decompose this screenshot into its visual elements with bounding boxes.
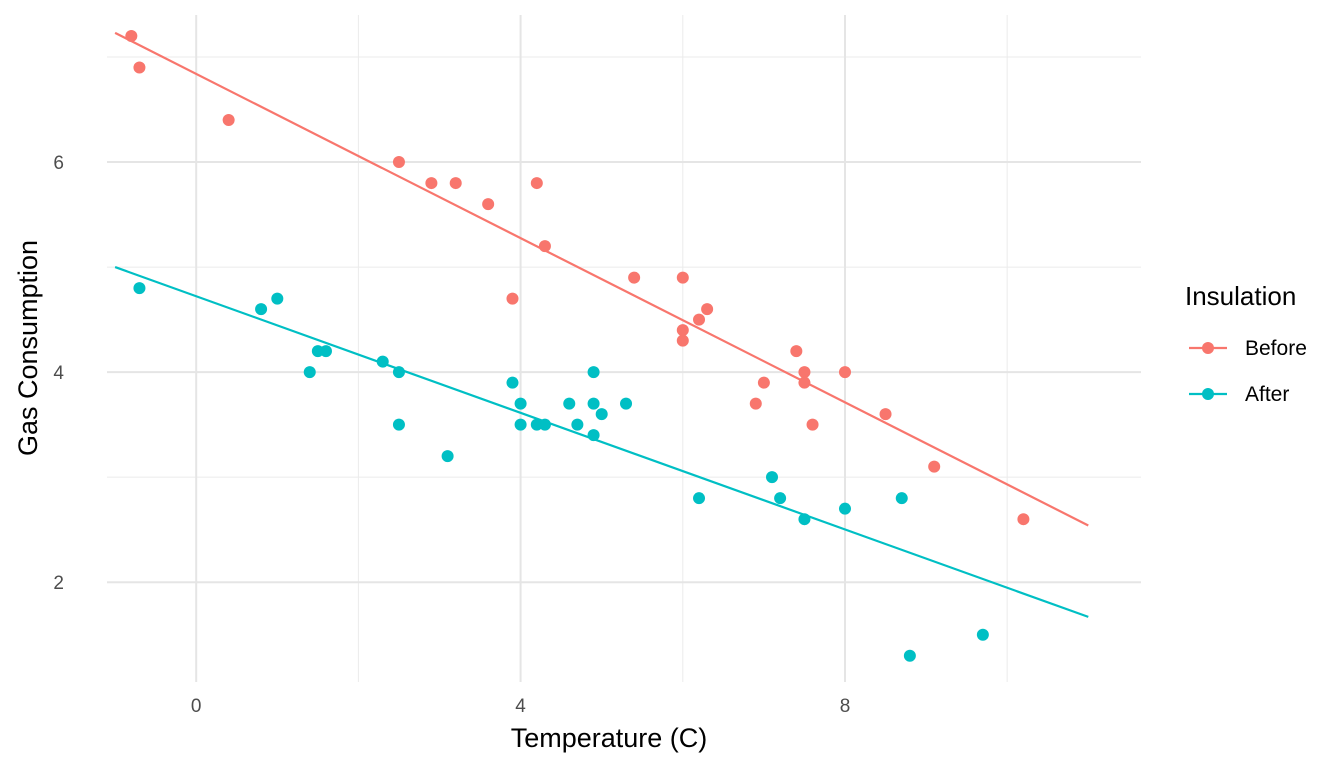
point-after bbox=[133, 282, 146, 295]
point-after bbox=[774, 492, 787, 505]
point-before bbox=[628, 271, 641, 284]
major-grid bbox=[107, 15, 1141, 682]
point-before bbox=[506, 292, 519, 305]
point-before bbox=[1017, 513, 1030, 526]
point-after bbox=[441, 450, 454, 463]
y-tick-label: 6 bbox=[53, 153, 64, 174]
point-after bbox=[514, 418, 527, 431]
point-before bbox=[125, 30, 138, 43]
data-points bbox=[125, 30, 1030, 662]
legend-key-point-after bbox=[1202, 388, 1214, 400]
point-before bbox=[749, 397, 762, 410]
x-tick-label: 8 bbox=[840, 696, 851, 717]
legend-title: Insulation bbox=[1185, 281, 1296, 311]
legend-items: Before After bbox=[1189, 337, 1307, 406]
point-after bbox=[587, 397, 600, 410]
point-after bbox=[693, 492, 706, 505]
legend-key-point-before bbox=[1202, 342, 1214, 354]
y-tick-label: 2 bbox=[53, 573, 64, 594]
point-before bbox=[133, 61, 146, 74]
point-after bbox=[392, 418, 405, 431]
minor-grid bbox=[107, 15, 1141, 682]
point-after bbox=[766, 471, 779, 484]
point-after bbox=[571, 418, 584, 431]
x-axis-title: Temperature (C) bbox=[511, 723, 708, 753]
point-after bbox=[587, 366, 600, 379]
point-before bbox=[838, 366, 851, 379]
point-before bbox=[757, 376, 770, 389]
point-before bbox=[676, 334, 689, 347]
point-before bbox=[222, 114, 235, 127]
point-after bbox=[895, 492, 908, 505]
x-tick-labels: 0 4 8 bbox=[191, 696, 850, 717]
x-tick-label: 0 bbox=[191, 696, 202, 717]
y-tick-label: 4 bbox=[53, 363, 64, 384]
point-after bbox=[392, 366, 405, 379]
point-after bbox=[595, 408, 608, 421]
point-before bbox=[538, 240, 551, 253]
point-after bbox=[798, 513, 811, 526]
point-after bbox=[538, 418, 551, 431]
fit-line-before bbox=[114, 31, 1089, 527]
point-after bbox=[319, 345, 332, 358]
y-tick-labels: 2 4 6 bbox=[53, 153, 64, 594]
point-after bbox=[587, 429, 600, 442]
point-before bbox=[392, 156, 405, 169]
fit-line-after bbox=[114, 266, 1089, 618]
legend-label-before: Before bbox=[1245, 337, 1307, 360]
point-before bbox=[425, 177, 438, 190]
y-axis-title: Gas Consumption bbox=[13, 240, 43, 456]
point-after bbox=[506, 376, 519, 389]
point-before bbox=[676, 271, 689, 284]
fit-lines bbox=[114, 31, 1089, 618]
legend-label-after: After bbox=[1245, 383, 1289, 406]
point-after bbox=[303, 366, 316, 379]
point-before bbox=[798, 366, 811, 379]
point-before bbox=[676, 324, 689, 337]
point-before bbox=[449, 177, 462, 190]
point-before bbox=[701, 303, 714, 316]
point-after bbox=[255, 303, 268, 316]
point-before bbox=[482, 198, 495, 211]
point-after bbox=[620, 397, 633, 410]
point-after bbox=[376, 355, 389, 368]
point-before bbox=[879, 408, 892, 421]
point-after bbox=[903, 649, 916, 662]
x-tick-label: 4 bbox=[515, 696, 526, 717]
point-after bbox=[976, 628, 989, 641]
point-before bbox=[790, 345, 803, 358]
legend: Insulation Before After bbox=[1185, 281, 1307, 406]
point-before bbox=[693, 313, 706, 326]
point-after bbox=[563, 397, 576, 410]
point-before bbox=[806, 418, 819, 431]
point-before bbox=[798, 376, 811, 389]
point-before bbox=[928, 460, 941, 473]
point-after bbox=[271, 292, 284, 305]
point-after bbox=[514, 397, 527, 410]
point-before bbox=[530, 177, 543, 190]
point-after bbox=[838, 502, 851, 515]
